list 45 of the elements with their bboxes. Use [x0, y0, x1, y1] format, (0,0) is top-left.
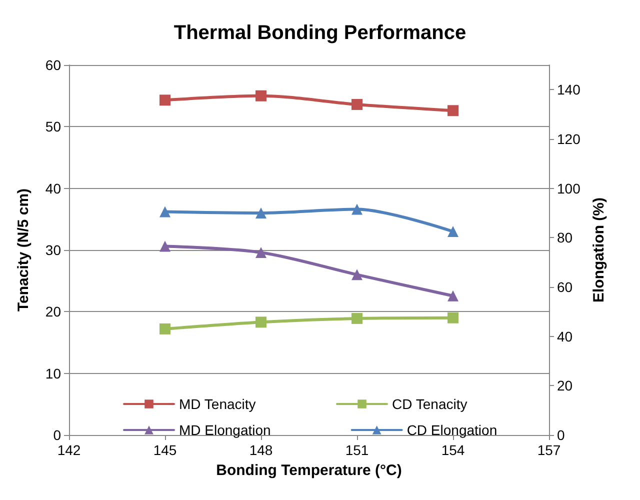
y-tick-label: 30: [45, 242, 62, 258]
point: [448, 105, 458, 116]
point: [160, 240, 170, 252]
x-tick-label: 145: [153, 442, 177, 458]
y-tick-label: 20: [45, 304, 62, 320]
legend-label: CD Elongation: [406, 422, 498, 438]
legend-label: MD Tenacity: [179, 396, 256, 412]
point: [352, 269, 362, 280]
y2-tick-label: 20: [557, 378, 573, 394]
y-tick-label: 60: [45, 57, 62, 73]
point: [352, 204, 362, 215]
point: [448, 226, 458, 237]
x-tick-label: 142: [57, 442, 81, 458]
y-tick-label: 10: [45, 365, 62, 382]
y2-tick-label: 40: [557, 328, 573, 344]
x-tick-label: 148: [249, 442, 273, 458]
y2-tick-label: 120: [557, 131, 581, 147]
point: [352, 98, 362, 110]
point: [256, 316, 266, 328]
point: [256, 208, 266, 218]
x-tick-label: 154: [441, 442, 465, 458]
y-tick-label: 50: [45, 118, 62, 135]
x-tick-label: 157: [537, 442, 561, 458]
point: [256, 90, 266, 102]
point: [256, 246, 266, 258]
y2-tick-label: 100: [557, 180, 581, 196]
point: [448, 312, 458, 324]
x-axis-title: Bonding Temperature (°C): [216, 462, 402, 479]
point: [352, 312, 362, 324]
point: [160, 94, 170, 106]
legend-label: MD Elongation: [179, 422, 271, 438]
chart-title: Thermal Bonding Performance: [174, 22, 466, 44]
y-axis-title: Tenacity (N/5 cm): [15, 188, 32, 312]
y-tick-label: 0: [53, 427, 62, 443]
legend-label: CD Tenacity: [392, 396, 468, 412]
y2-tick-label: 140: [557, 82, 581, 98]
y2-tick-label: 0: [557, 427, 565, 443]
point: [448, 290, 458, 302]
y2-axis-title: Elongation (%): [590, 198, 608, 302]
y2-tick-label: 60: [557, 279, 573, 295]
point: [160, 323, 170, 334]
x-tick-label: 151: [345, 442, 369, 458]
y2-tick-label: 80: [557, 230, 573, 246]
y-tick-label: 40: [45, 180, 62, 196]
point: [160, 206, 170, 218]
